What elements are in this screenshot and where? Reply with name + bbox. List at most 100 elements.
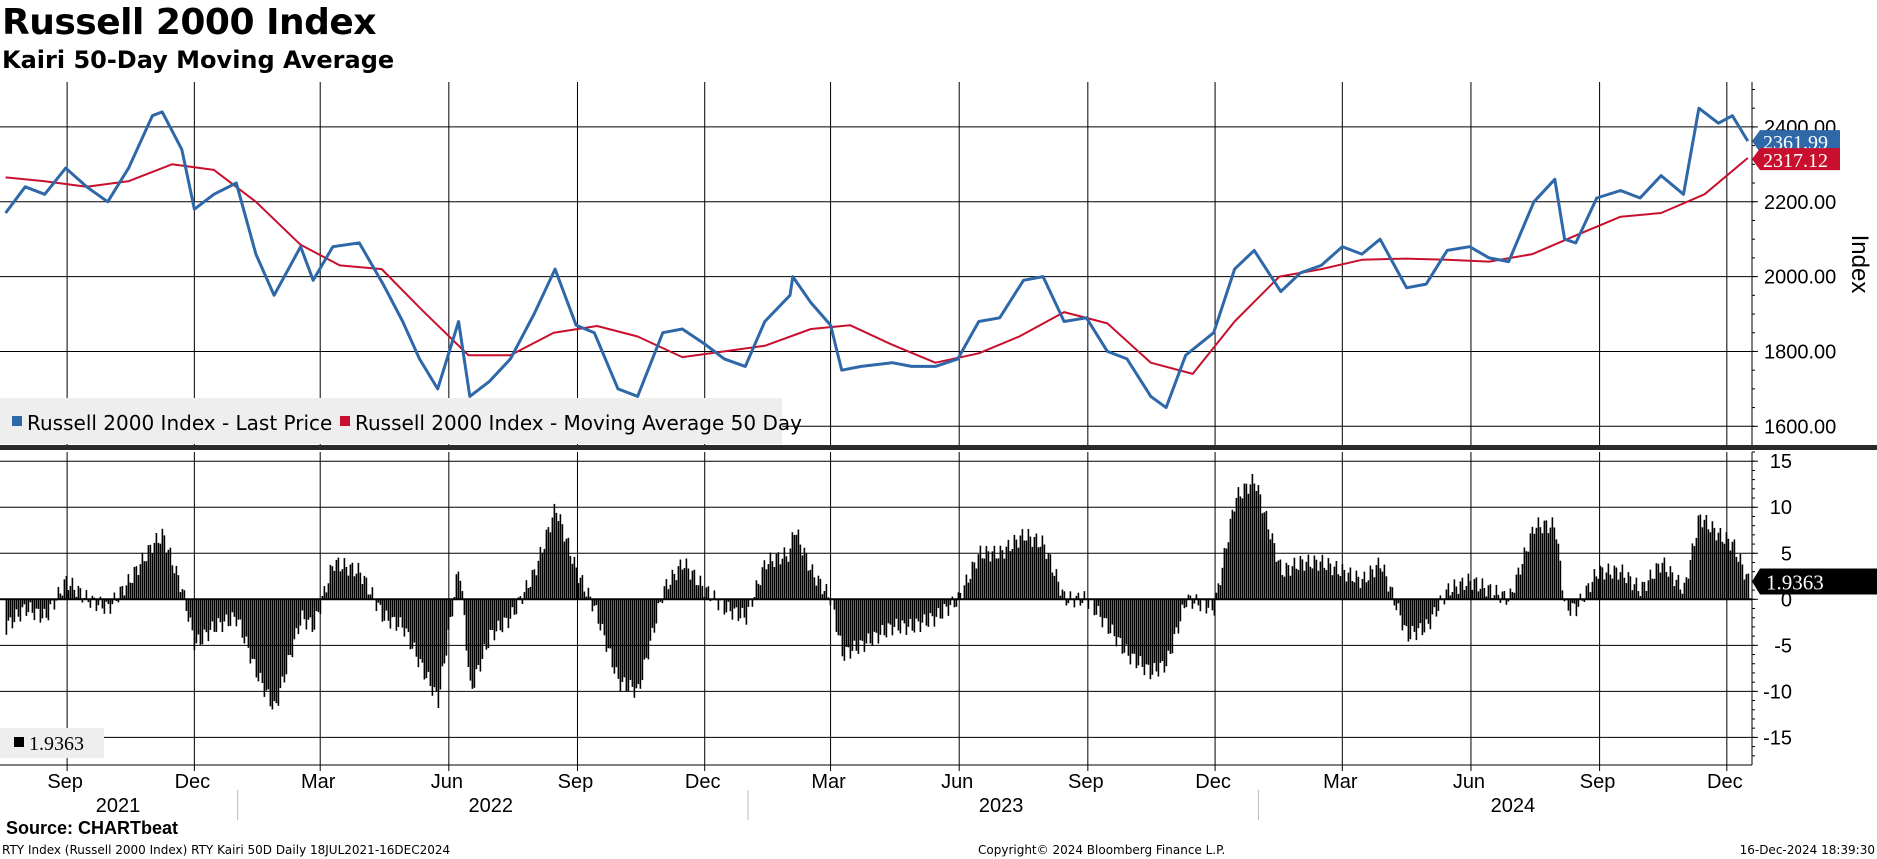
kairi-bar [1523, 547, 1526, 600]
kairi-bar [885, 599, 888, 638]
kairi-bar [187, 599, 190, 622]
kairi-bar [119, 586, 122, 600]
kairi-bar [1549, 527, 1552, 600]
kairi-bar [1073, 599, 1076, 608]
kairi-bar [1121, 599, 1124, 654]
kairi-bar [1099, 599, 1102, 617]
kairi-bar [575, 567, 578, 600]
kairi-bar [903, 599, 906, 624]
kairi-bar [1169, 599, 1172, 654]
kairi-bar [123, 595, 126, 600]
kairi-bar [929, 599, 932, 614]
kairi-bar [1593, 569, 1596, 600]
kairi-bar [1027, 529, 1030, 600]
kairi-bar [1113, 599, 1116, 637]
kairi-bar [1493, 595, 1496, 600]
kairi-bar [387, 599, 390, 621]
kairi-bar [757, 583, 760, 600]
kairi-bar [431, 599, 434, 696]
kairi-bar [1257, 485, 1260, 600]
kairi-bar [1279, 559, 1282, 600]
price-legend[interactable]: Russell 2000 Index - Last Price Russell 2… [0, 398, 802, 444]
kairi-bar [1141, 599, 1144, 667]
kairi-bar [151, 553, 154, 600]
kairi-bar [1687, 578, 1690, 600]
kairi-bar [183, 590, 186, 600]
time-x-axis: Sep Dec Mar Jun Sep Dec Mar Jun Sep Dec Mar Jun Sep D… [0, 764, 1752, 820]
kairi-bar [377, 599, 380, 603]
kairi-bar [1437, 599, 1440, 611]
kairi-bar [651, 599, 654, 628]
kairi-bar [1595, 576, 1598, 600]
kairi-bar [241, 599, 244, 638]
kairi-bar [271, 599, 274, 710]
kairi-bar [939, 599, 942, 619]
x-month-label: Sep [1068, 771, 1104, 793]
kairi-bar [1489, 584, 1492, 600]
kairi-bar [155, 533, 158, 600]
kairi-bar [1305, 561, 1308, 600]
kairi-bar [807, 570, 810, 600]
kairi-bar [239, 599, 242, 620]
price-y-axis-title: Index [1846, 235, 1873, 294]
kairi-bar [225, 599, 228, 615]
kairi-bar [815, 585, 818, 600]
kairi-legend[interactable]: 1.9363 [0, 728, 104, 758]
kairi-bar [1191, 599, 1194, 609]
kairi-bar [925, 599, 928, 626]
kairi-bar [487, 599, 490, 649]
kairi-bar [1631, 590, 1634, 600]
moving-average-line [5, 157, 1749, 375]
kairi-bar [1583, 599, 1586, 602]
kairi-bar [679, 559, 682, 600]
kairi-bar [1569, 599, 1572, 616]
kairi-bar [703, 596, 706, 600]
kairi-bar [1603, 579, 1606, 600]
kairi-bar [277, 599, 280, 706]
kairi-bar [809, 569, 812, 600]
kairi-bar [399, 599, 402, 618]
kairi-bar [1529, 533, 1532, 600]
kairi-bar [1459, 581, 1462, 600]
kairi-bar [637, 599, 640, 685]
kairi-bar [129, 582, 132, 600]
kairi-bar [1673, 586, 1676, 600]
kairi-bar [1693, 546, 1696, 600]
price-panel: 1600.001800.002000.002200.002400.00Index… [0, 82, 1877, 450]
kairi-bar [619, 599, 622, 692]
kairi-bar [269, 599, 272, 707]
kairi-bar [1481, 578, 1484, 600]
kairi-bar [1057, 581, 1060, 600]
kairi-bar [177, 575, 180, 600]
kairi-bar [527, 588, 530, 600]
kairi-bar [297, 599, 300, 635]
kairi-bar [333, 570, 336, 600]
kairi-bar [513, 599, 516, 615]
kairi-bar [567, 537, 570, 600]
kairi-bar [1359, 588, 1362, 600]
kairi-bar [725, 599, 728, 613]
kairi-bar [1681, 593, 1684, 600]
kairi-bar [819, 578, 822, 600]
kairi-bar [1339, 576, 1342, 600]
kairi-bar [565, 538, 568, 600]
kairi-bar [1237, 487, 1240, 600]
kairi-bar [855, 599, 858, 651]
kairi-bar [977, 554, 980, 600]
kairi-bar [801, 555, 804, 600]
kairi-bar [657, 599, 660, 604]
kairi-bar [229, 599, 232, 626]
legend-swatch [12, 416, 22, 426]
kairi-bar [429, 599, 432, 686]
kairi-bar [775, 553, 778, 600]
kairi-bar [785, 556, 788, 600]
kairi-bar [739, 599, 742, 619]
kairi-bar [331, 566, 334, 600]
kairi-y-tick-label: 10 [1770, 497, 1792, 519]
kairi-bar [1465, 586, 1468, 600]
kairi-bar [547, 527, 550, 600]
kairi-bar [1375, 565, 1378, 600]
kairi-bar [1301, 559, 1304, 600]
kairi-bar [1609, 574, 1612, 600]
kairi-bar [983, 558, 986, 600]
